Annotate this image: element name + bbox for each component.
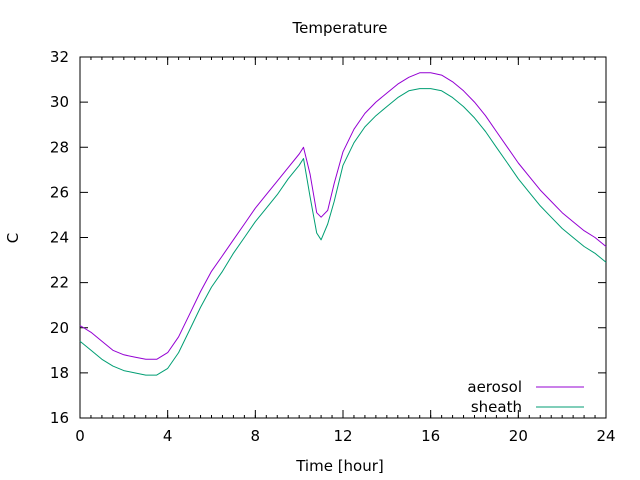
- y-tick-label: 30: [50, 93, 69, 111]
- y-tick-label: 26: [50, 183, 69, 201]
- x-tick-label: 24: [596, 427, 615, 445]
- chart-legend: aerosol sheath: [467, 378, 584, 416]
- plot-frame: [79, 56, 607, 419]
- legend-label-sheath: sheath: [471, 398, 522, 416]
- y-axis-label: C: [4, 233, 22, 243]
- x-tick-label: 0: [75, 427, 85, 445]
- y-tick-label: 28: [50, 138, 69, 156]
- series-line-sheath: [79, 88, 607, 376]
- y-tick-label: 22: [50, 274, 69, 292]
- legend-label-aerosol: aerosol: [467, 378, 522, 396]
- plot-series: [79, 72, 607, 376]
- x-tick-label: 20: [509, 427, 528, 445]
- series-line-aerosol: [79, 72, 607, 360]
- x-tick-label: 16: [421, 427, 440, 445]
- plot-axes: 0 4 8 12 16 20 24 16 18 20 22 24 26 28 30 32: [50, 48, 616, 445]
- y-tick-label: 32: [50, 48, 69, 66]
- x-tick-label: 8: [251, 427, 261, 445]
- chart-title: Temperature: [291, 19, 387, 37]
- y-tick-label: 24: [50, 229, 69, 247]
- y-tick-label: 18: [50, 364, 69, 382]
- x-tick-label: 12: [333, 427, 352, 445]
- y-tick-label: 16: [50, 409, 69, 427]
- x-axis-label: Time [hour]: [295, 457, 384, 475]
- y-tick-label: 20: [50, 319, 69, 337]
- x-tick-label: 4: [163, 427, 173, 445]
